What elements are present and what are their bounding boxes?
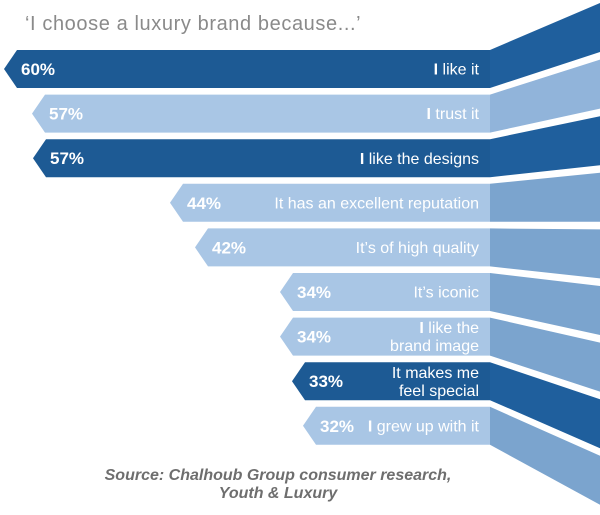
pct-label-2: 57%: [50, 149, 84, 168]
bar-5: [280, 273, 490, 311]
pct-label-7: 33%: [309, 372, 343, 391]
bar-row-3: 44% It has an excellent reputation: [170, 172, 600, 222]
bars-group: 60% I like it 57% I trust it 57% I like the d…: [4, 3, 600, 505]
bar-2: [33, 139, 490, 178]
bar-1: [32, 94, 490, 133]
pct-label-6: 34%: [297, 328, 331, 347]
pct-label-0: 60%: [21, 60, 55, 79]
bar-row-1: 57% I trust it: [32, 59, 600, 133]
ribbon-3: [490, 172, 600, 222]
pct-label-4: 42%: [212, 238, 246, 257]
ribbon-6: [490, 317, 600, 392]
bar-4: [195, 228, 490, 267]
bar-6: [280, 317, 490, 356]
bar-row-2: 57% I like the designs: [33, 116, 600, 178]
bar-3: [170, 183, 490, 222]
category-label-6-line2: brand image: [390, 338, 479, 355]
category-label-8: I grew up with it: [368, 418, 480, 435]
category-label-0: I like it: [434, 62, 480, 79]
category-label-5: It’s iconic: [413, 285, 479, 302]
category-label-4: It’s of high quality: [356, 240, 479, 257]
category-label-7-line1: It makes me: [392, 365, 479, 382]
source-line-2: Youth & Luxury: [219, 485, 339, 502]
bar-7: [292, 362, 490, 401]
source-line-1: Source: Chalhoub Group consumer research…: [105, 467, 452, 484]
category-label-7-line2: feel special: [399, 383, 479, 400]
category-label-3: It has an excellent reputation: [274, 195, 479, 212]
pct-label-3: 44%: [187, 194, 221, 213]
bar-row-5: 34% It’s iconic: [280, 273, 600, 335]
bar-8: [303, 406, 490, 445]
ribbon-5: [490, 273, 600, 335]
bar-row-4: 42% It’s of high quality: [195, 228, 600, 279]
category-label-2: I like the designs: [360, 151, 479, 168]
ribbon-7: [490, 362, 600, 449]
chart-title: ‘I choose a luxury brand because...’: [25, 13, 361, 35]
bar-row-8: 32% I grew up with it: [303, 406, 600, 505]
pct-label-1: 57%: [49, 105, 83, 124]
pct-label-8: 32%: [320, 417, 354, 436]
ribbon-4: [490, 228, 600, 279]
ribbon-2: [490, 116, 600, 178]
ribbon-0: [490, 3, 600, 88]
category-label-6-line1: I like the: [419, 320, 479, 337]
pct-label-5: 34%: [297, 283, 331, 302]
bar-0: [4, 50, 490, 88]
ribbon-1: [490, 59, 600, 133]
bar-row-0: 60% I like it: [4, 3, 600, 88]
category-label-1: I trust it: [427, 106, 480, 123]
ribbon-8: [490, 406, 600, 505]
